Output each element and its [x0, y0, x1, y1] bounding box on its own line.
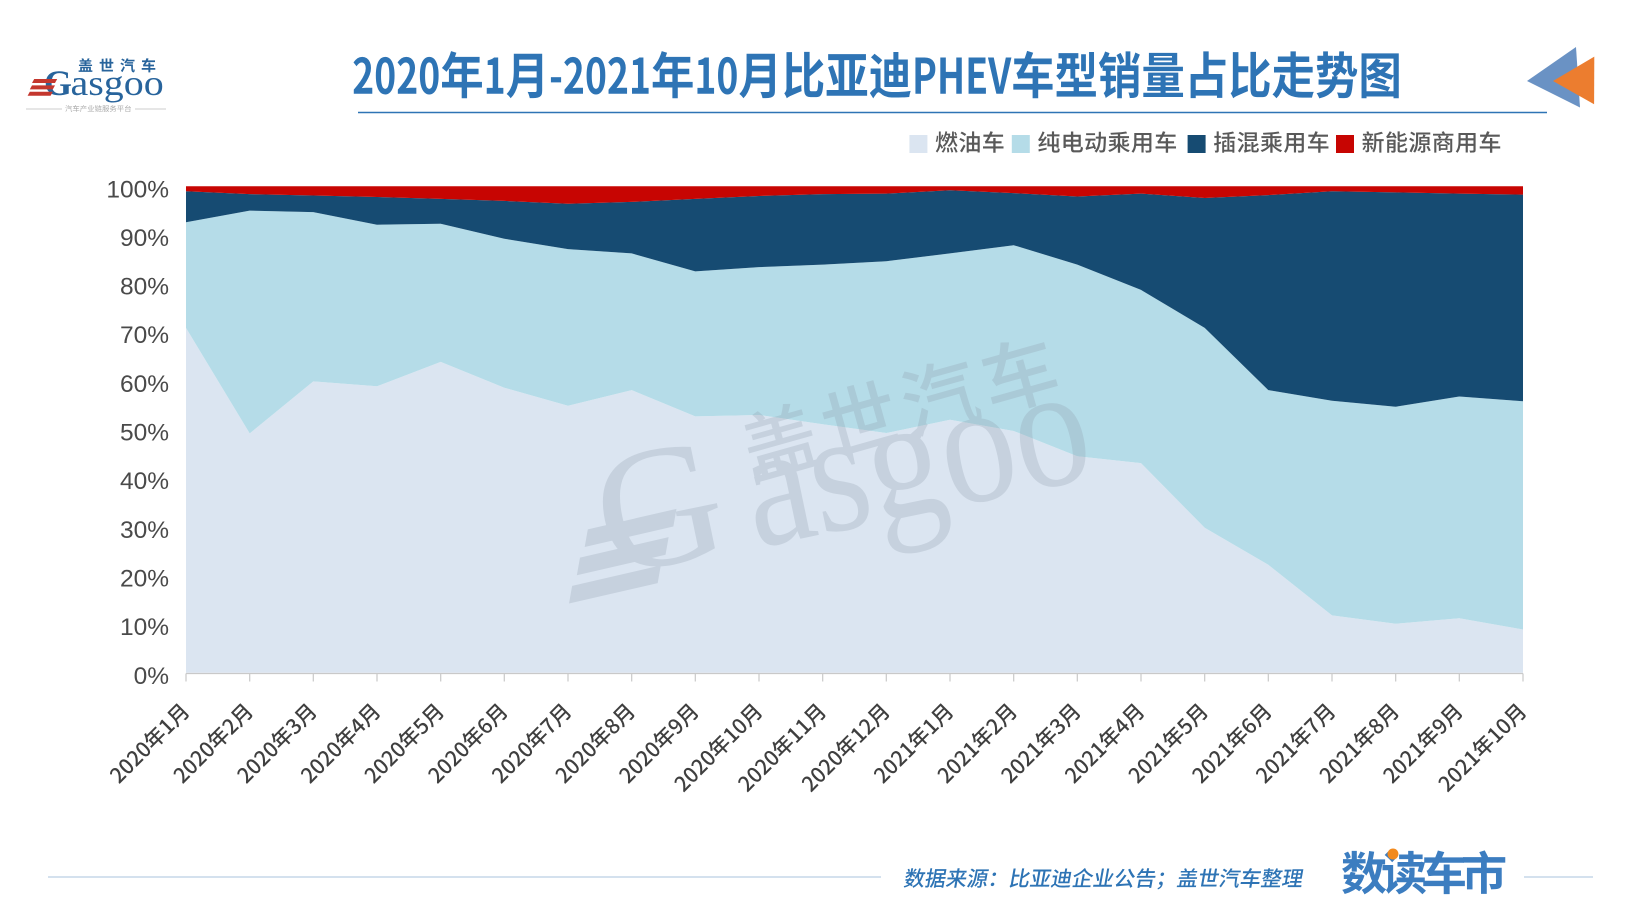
- svg-text:90%: 90%: [120, 225, 169, 252]
- svg-text:80%: 80%: [120, 274, 169, 301]
- svg-text:50%: 50%: [120, 420, 169, 447]
- svg-text:10%: 10%: [120, 614, 169, 641]
- svg-text:70%: 70%: [120, 322, 169, 349]
- svg-text:30%: 30%: [120, 517, 169, 544]
- svg-text:20%: 20%: [120, 566, 169, 593]
- svg-text:0%: 0%: [134, 663, 169, 690]
- svg-text:60%: 60%: [120, 371, 169, 398]
- svg-text:asgoo: asgoo: [71, 64, 164, 104]
- svg-text:100%: 100%: [106, 176, 169, 203]
- svg-text:40%: 40%: [120, 468, 169, 495]
